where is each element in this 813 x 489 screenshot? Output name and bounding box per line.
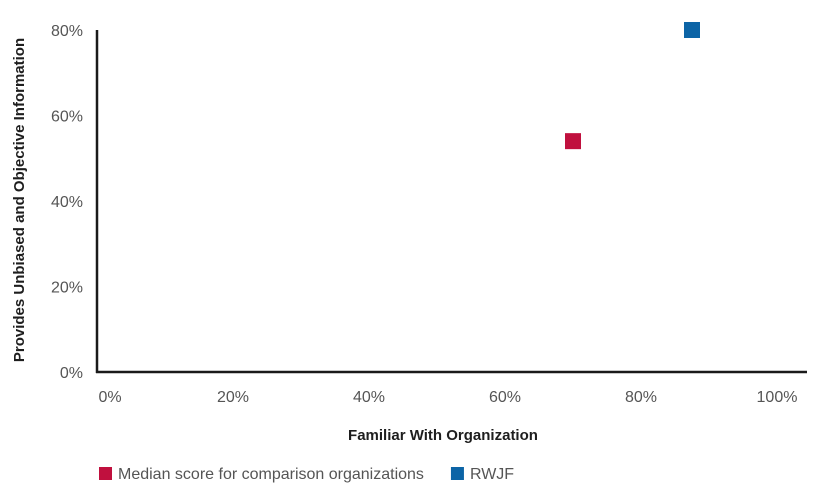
x-axis-ticks: 0% 20% 40% 60% 80% 100%	[98, 389, 797, 406]
x-tick-label: 100%	[757, 389, 798, 406]
data-point	[684, 22, 700, 38]
x-tick-label: 60%	[489, 389, 521, 406]
legend-label: Median score for comparison organization…	[118, 466, 424, 483]
y-tick-label: 40%	[51, 194, 83, 211]
data-point	[565, 133, 581, 150]
legend-label: RWJF	[470, 466, 514, 483]
x-tick-label: 40%	[353, 389, 385, 406]
data-points	[565, 22, 700, 150]
y-tick-label: 80%	[51, 23, 83, 40]
y-tick-label: 60%	[51, 109, 83, 126]
y-axis-ticks: 0% 20% 40% 60% 80%	[51, 23, 83, 382]
x-tick-label: 20%	[217, 389, 249, 406]
x-axis-title: Familiar With Organization	[348, 427, 538, 444]
y-tick-label: 0%	[60, 365, 83, 382]
y-tick-label: 20%	[51, 280, 83, 297]
x-tick-label: 0%	[98, 389, 121, 406]
y-axis-title: Provides Unbiased and Objective Informat…	[11, 38, 28, 362]
legend-swatch	[450, 467, 464, 480]
legend: Median score for comparison organization…	[99, 466, 514, 483]
legend-swatch	[99, 467, 112, 480]
x-tick-label: 80%	[625, 389, 657, 406]
